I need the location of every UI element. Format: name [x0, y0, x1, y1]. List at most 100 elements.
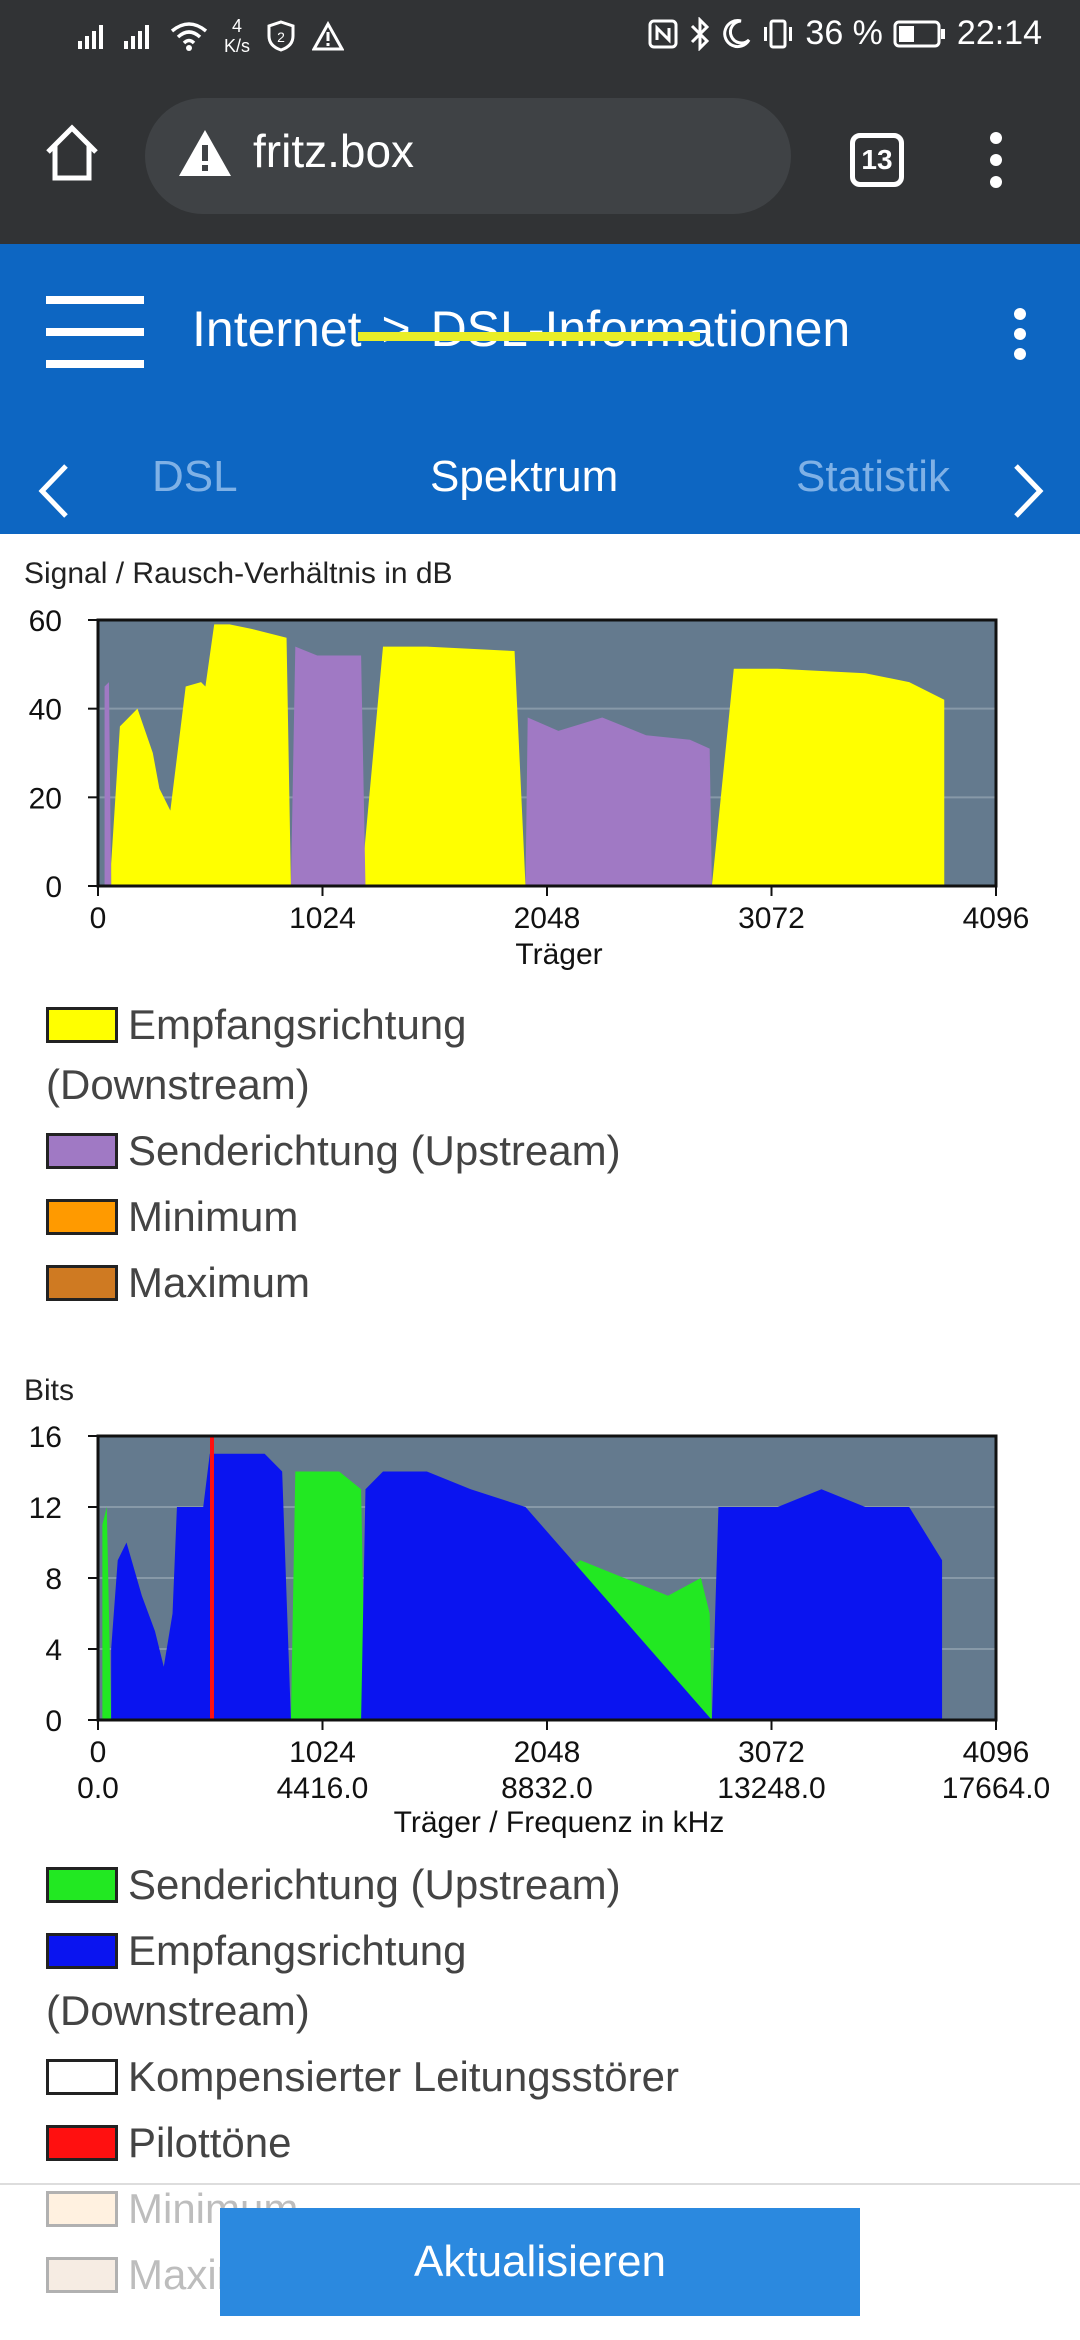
- y-tick-label: 0: [45, 871, 62, 904]
- breadcrumb-separator: >: [381, 301, 411, 357]
- status-bar: 4 K/s 2 36 % 22: [0, 0, 1080, 76]
- snr-legend: Empfangsrichtung (Downstream) Sendericht…: [46, 995, 686, 1313]
- legend-swatch: [46, 2059, 118, 2095]
- y-tick-label: 16: [29, 1421, 62, 1454]
- x-tick-label: 2048: [514, 902, 581, 935]
- series-area: [104, 646, 712, 886]
- snr-chart: 0 20 40 60 0 1024 2048 3072 4096 Träger: [29, 605, 1030, 971]
- legend-label: Maximum: [128, 1259, 311, 1306]
- bluetooth-icon: [691, 16, 710, 51]
- legend-label: Senderichtung (Upstream): [128, 1861, 621, 1908]
- x-axis-label: Träger: [515, 938, 602, 971]
- legend-swatch: [46, 1133, 118, 1169]
- menu-icon[interactable]: [46, 294, 146, 370]
- breadcrumb-section[interactable]: Internet: [192, 301, 362, 357]
- legend-swatch: [46, 2257, 118, 2293]
- legend-item-downstream: Empfangsrichtung (Downstream): [46, 995, 686, 1115]
- x-tick-label: 3072: [738, 1736, 805, 1769]
- legend-swatch: [46, 2125, 118, 2161]
- y-tick-label: 12: [29, 1492, 62, 1525]
- legend-item-maximum: Maximum: [46, 1253, 686, 1313]
- nfc-icon: [648, 19, 678, 48]
- url-text: fritz.box: [253, 125, 415, 177]
- x-tick-label: 3072: [738, 902, 805, 935]
- x-tick-label: 4096: [963, 902, 1030, 935]
- app-header: Internet > DSL-Informationen DSL Spektru…: [0, 244, 1080, 534]
- wifi-icon: [170, 22, 208, 51]
- legend-label: Empfangsrichtung (Downstream): [46, 1001, 467, 1108]
- y-tick-label: 40: [29, 694, 62, 727]
- series-area: [111, 624, 945, 886]
- legend-item-downstream: Empfangsrichtung (Downstream): [46, 1921, 686, 2041]
- bits-chart: 0 4 8 12 16 0 1024 2048 3072 4096 0.0 4416.0 8832.0 1…: [29, 1421, 1051, 1839]
- tab-spektrum[interactable]: Spektrum: [430, 452, 619, 501]
- active-tab-indicator: [358, 332, 700, 341]
- legend-item-compensated: Kompensierter Leitungsstörer: [46, 2047, 686, 2107]
- y-tick-label: 0: [45, 1705, 62, 1738]
- battery-icon: [893, 20, 945, 47]
- more-vert-icon[interactable]: [1008, 306, 1032, 362]
- snr-chart-title: Signal / Rausch-Verhältnis in dB: [24, 557, 453, 590]
- warning-icon: [179, 130, 231, 176]
- tab-dsl[interactable]: DSL: [152, 452, 238, 501]
- y-tick-label: 60: [29, 605, 62, 638]
- series-area: [111, 1453, 943, 1720]
- x-freq-tick-label: 4416.0: [277, 1772, 369, 1805]
- update-button[interactable]: Aktualisieren: [220, 2208, 860, 2316]
- y-tick-label: 8: [45, 1563, 62, 1596]
- y-tick-label: 4: [45, 1634, 62, 1667]
- clock: 22:14: [956, 14, 1042, 52]
- x-tick-label: 4096: [963, 1736, 1030, 1769]
- tab-switcher-button[interactable]: 13: [850, 133, 904, 187]
- legend-swatch: [46, 1007, 118, 1043]
- svg-text:2: 2: [277, 29, 285, 45]
- x-tick-label: 1024: [289, 902, 356, 935]
- speed-unit: K/s: [224, 36, 251, 56]
- legend-label: Pilottöne: [128, 2119, 292, 2166]
- legend-label: Senderichtung (Upstream): [128, 1127, 621, 1174]
- x-tick-label: 1024: [289, 1736, 356, 1769]
- legend-swatch: [46, 2191, 118, 2227]
- y-tick-label: 20: [29, 782, 62, 815]
- legend-swatch: [46, 1199, 118, 1235]
- x-tick-label: 2048: [514, 1736, 581, 1769]
- legend-swatch: [46, 1933, 118, 1969]
- legend-item-minimum: Minimum: [46, 1187, 686, 1247]
- x-tick-label: 0: [90, 902, 107, 935]
- legend-item-upstream: Senderichtung (Upstream): [46, 1855, 686, 1915]
- address-bar[interactable]: fritz.box: [145, 98, 791, 214]
- legend-item-pilot-tones: Pilottöne: [46, 2113, 686, 2173]
- tab-bar: DSL Spektrum Statistik: [0, 432, 1080, 534]
- vibrate-icon: [764, 19, 793, 48]
- x-tick-label: 0: [90, 1736, 107, 1769]
- legend-swatch: [46, 1265, 118, 1301]
- legend-swatch: [46, 1867, 118, 1903]
- browser-toolbar: fritz.box 13: [0, 76, 1080, 244]
- battery-percent: 36 %: [805, 14, 883, 52]
- legend-label: Kompensierter Leitungsstörer: [128, 2053, 679, 2100]
- more-vert-icon[interactable]: [984, 130, 1008, 190]
- signal-icon: [124, 25, 149, 49]
- speed-value: 4: [232, 16, 243, 36]
- signal-icon: [78, 25, 103, 49]
- network-speed: 4 K/s: [224, 16, 250, 56]
- x-freq-tick-label: 8832.0: [501, 1772, 593, 1805]
- vpn-icon: 2: [267, 20, 295, 52]
- legend-label: Empfangsrichtung (Downstream): [46, 1927, 467, 2034]
- tab-statistik[interactable]: Statistik: [796, 452, 951, 501]
- x-freq-tick-label: 13248.0: [717, 1772, 825, 1805]
- x-freq-tick-label: 17664.0: [942, 1772, 1050, 1805]
- chevron-left-icon[interactable]: [36, 462, 72, 520]
- breadcrumb-page: DSL-Informationen: [430, 301, 851, 357]
- legend-label: Minimum: [128, 1193, 299, 1240]
- legend-item-upstream: Senderichtung (Upstream): [46, 1121, 686, 1181]
- home-icon[interactable]: [42, 122, 102, 184]
- footer-divider: [0, 2183, 1080, 2185]
- breadcrumb: Internet > DSL-Informationen: [192, 300, 850, 358]
- chevron-right-icon[interactable]: [1010, 462, 1046, 520]
- tab-count: 13: [861, 144, 893, 175]
- x-axis-label: Träger / Frequenz in kHz: [394, 1806, 725, 1839]
- x-freq-tick-label: 0.0: [77, 1772, 119, 1805]
- moon-icon: [723, 18, 751, 48]
- bits-chart-title: Bits: [24, 1374, 75, 1407]
